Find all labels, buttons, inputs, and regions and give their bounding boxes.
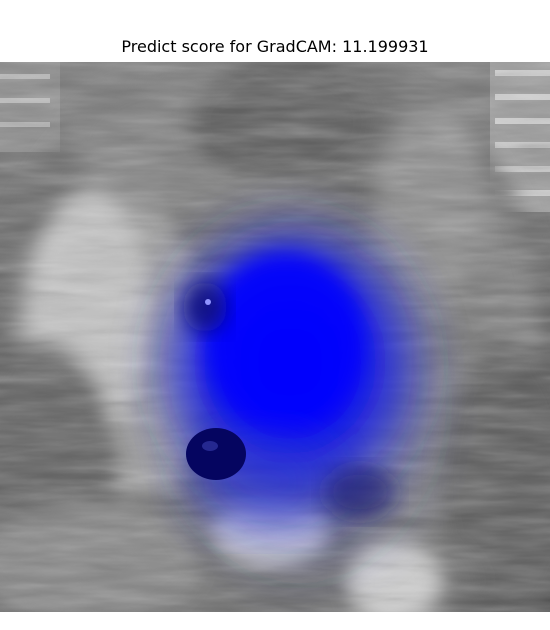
gradcam-heatmap — [150, 212, 450, 592]
dog-face-features — [183, 282, 395, 517]
gradcam-image — [0, 62, 550, 612]
gradcam-image-canvas — [0, 62, 550, 612]
figure-title: Predict score for GradCAM: 11.199931 — [121, 37, 429, 56]
